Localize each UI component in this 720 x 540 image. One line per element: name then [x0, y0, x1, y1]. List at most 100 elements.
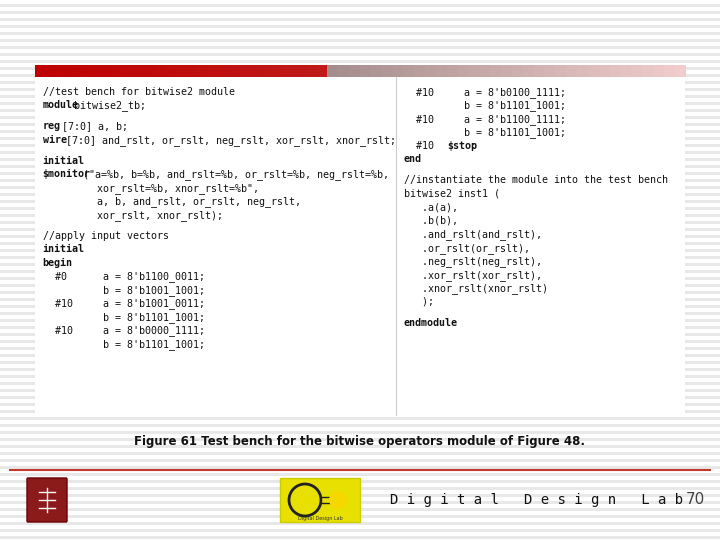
Bar [328, 65, 339, 77]
Bar [0, 532, 720, 536]
Bar [0, 231, 720, 234]
Bar [0, 189, 720, 192]
Bar [0, 434, 720, 437]
Text: Figure 61 Test bench for the bitwise operators module of Figure 48.: Figure 61 Test bench for the bitwise ope… [135, 435, 585, 448]
Bar [0, 378, 720, 381]
Bar [610, 65, 621, 77]
Bar [0, 14, 720, 17]
Bar [186, 65, 198, 77]
Bar [0, 315, 720, 319]
Bar [0, 126, 720, 130]
Bar [403, 65, 415, 77]
Bar [0, 455, 720, 458]
Bar [577, 65, 589, 77]
Bar [0, 56, 720, 59]
Bar [0, 364, 720, 368]
Text: );: ); [404, 297, 433, 307]
Bar [197, 65, 209, 77]
Text: .xnor_rslt(xnor_rslt): .xnor_rslt(xnor_rslt) [404, 284, 548, 294]
Bar [414, 65, 426, 77]
Bar [598, 65, 611, 77]
Text: a, b, and_rslt, or_rslt, neg_rslt,: a, b, and_rslt, or_rslt, neg_rslt, [42, 197, 300, 207]
Bar [566, 65, 578, 77]
Bar [0, 259, 720, 262]
Bar [0, 539, 720, 540]
Text: bitwise2 inst1 (: bitwise2 inst1 ( [404, 189, 500, 199]
Bar [0, 301, 720, 305]
Bar [0, 21, 720, 24]
Bar [0, 91, 720, 94]
Bar [0, 294, 720, 298]
Text: [7:0] a, b;: [7:0] a, b; [55, 122, 127, 131]
Bar [208, 65, 220, 77]
Text: $monitor: $monitor [42, 170, 91, 179]
Bar [0, 476, 720, 480]
Bar [0, 140, 720, 144]
Bar [0, 504, 720, 508]
Bar [447, 65, 459, 77]
Text: wire: wire [42, 135, 66, 145]
Bar [0, 427, 720, 430]
Bar [392, 65, 405, 77]
Bar [631, 65, 643, 77]
Bar [675, 65, 686, 77]
Circle shape [329, 491, 347, 509]
Bar [458, 65, 469, 77]
Text: #10     a = 8'b1001_0011;: #10 a = 8'b1001_0011; [42, 298, 204, 309]
Bar [35, 65, 685, 415]
Bar [0, 392, 720, 395]
Text: b = 8'b1101_1001;: b = 8'b1101_1001; [42, 312, 204, 323]
Text: Digital Design Lab: Digital Design Lab [297, 516, 343, 521]
Text: #10: #10 [404, 141, 464, 151]
Text: //instantiate the module into the test bench: //instantiate the module into the test b… [404, 176, 667, 185]
Bar [425, 65, 437, 77]
Bar [0, 77, 720, 80]
Bar [0, 336, 720, 340]
Bar [0, 7, 720, 10]
Bar [0, 119, 720, 123]
Bar [0, 210, 720, 213]
Text: ("a=%b, b=%b, and_rslt=%b, or_rslt=%b, neg_rslt=%b,: ("a=%b, b=%b, and_rslt=%b, or_rslt=%b, n… [77, 170, 389, 180]
Bar [0, 497, 720, 501]
Text: #10     a = 8'b0000_1111;: #10 a = 8'b0000_1111; [42, 325, 204, 336]
Text: #10     a = 8'b1100_1111;: #10 a = 8'b1100_1111; [404, 114, 566, 125]
Bar [621, 65, 632, 77]
Bar [480, 65, 491, 77]
Text: reg: reg [42, 122, 60, 131]
Text: b = 8'b1101_1001;: b = 8'b1101_1001; [42, 339, 204, 350]
Text: .xor_rslt(xor_rslt),: .xor_rslt(xor_rslt), [404, 270, 541, 281]
Bar [490, 65, 502, 77]
Bar [555, 65, 567, 77]
Bar [280, 478, 360, 522]
Bar [78, 65, 90, 77]
Bar [0, 518, 720, 522]
Bar [0, 511, 720, 515]
Bar [0, 490, 720, 494]
Bar [0, 441, 720, 444]
Text: $stop: $stop [447, 141, 477, 151]
Text: b = 8'b1101_1001;: b = 8'b1101_1001; [404, 127, 566, 138]
Bar [0, 238, 720, 241]
Bar [176, 65, 187, 77]
Bar [371, 65, 383, 77]
Bar [262, 65, 274, 77]
Bar [132, 65, 144, 77]
Text: D i g i t a l   D e s i g n   L a b: D i g i t a l D e s i g n L a b [390, 493, 683, 507]
Bar [0, 357, 720, 361]
Text: b = 8'b1001_1001;: b = 8'b1001_1001; [42, 285, 204, 296]
Bar [0, 175, 720, 179]
Bar [0, 70, 720, 73]
Text: .a(a),: .a(a), [404, 202, 458, 212]
Bar [0, 84, 720, 87]
Bar [338, 65, 350, 77]
Bar [273, 65, 285, 77]
Bar [0, 371, 720, 375]
Bar [349, 65, 361, 77]
Bar [110, 65, 122, 77]
Bar [0, 252, 720, 255]
Bar [469, 65, 480, 77]
Bar [0, 182, 720, 186]
Bar [0, 469, 720, 472]
Bar [165, 65, 176, 77]
Bar [0, 133, 720, 137]
